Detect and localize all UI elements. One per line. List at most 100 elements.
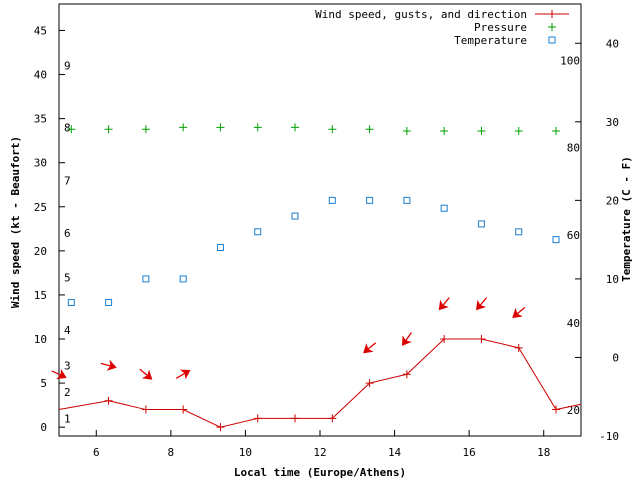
y2-axis-title: Temperature (C - F)	[620, 156, 633, 282]
temperature-point	[552, 236, 560, 244]
legend-label: Wind speed, gusts, and direction	[315, 8, 527, 21]
legend: Wind speed, gusts, and directionPressure…	[315, 8, 569, 47]
wind-arrow-shaft	[139, 368, 149, 377]
y-tick-label: 10	[34, 333, 47, 346]
wind-speed-point	[141, 405, 150, 414]
pressure-point	[552, 126, 561, 135]
y2-tick-label: -10	[599, 430, 619, 443]
y-tick-label: 40	[34, 69, 47, 82]
y2-tick-label: 20	[606, 194, 619, 207]
wind-arrow	[512, 306, 526, 319]
pressure-point	[104, 125, 113, 134]
wind-speed-point	[216, 423, 225, 432]
fahrenheit-label: 40	[567, 317, 580, 330]
temperature-point	[67, 298, 75, 306]
beaufort-label: 9	[64, 60, 71, 73]
right-axis-ticks: -10 0 10 20 30 40	[575, 37, 619, 443]
wind-arrow-head	[438, 299, 449, 311]
x-tick-label: 6	[93, 446, 100, 459]
temperature-point	[403, 196, 411, 204]
wind-arrow-head	[402, 335, 412, 346]
x-tick-label: 16	[463, 446, 476, 459]
wind-arrow-shaft	[51, 370, 62, 377]
left-axis-ticks: 0 5 10 15 20 25 30 35 40 45	[34, 24, 65, 434]
y-tick-label: 25	[34, 201, 47, 214]
wind-arrow	[100, 359, 117, 371]
wind-arrow-head	[476, 299, 487, 311]
series-pressure	[67, 123, 561, 135]
wind-speed-point	[477, 335, 486, 344]
y-tick-label: 20	[34, 245, 47, 258]
wind-arrow-head	[56, 368, 67, 380]
wind-arrow	[438, 297, 450, 311]
pressure-point	[440, 126, 449, 135]
temperature-point	[179, 275, 187, 283]
series-layer	[58, 123, 582, 432]
wind-speed-point	[440, 335, 449, 344]
temperature-point	[477, 220, 485, 228]
pressure-point	[291, 123, 300, 132]
temperature-point	[254, 228, 262, 236]
temperature-point	[105, 298, 113, 306]
series-wind-speed-gusts-and-direction	[58, 335, 582, 432]
temperature-point	[142, 275, 150, 283]
fahrenheit-label: 20	[567, 404, 580, 417]
x-tick-label: 10	[239, 446, 252, 459]
wind-arrow	[51, 368, 67, 380]
fahrenheit-label: 80	[567, 142, 580, 155]
wind-speed-point	[179, 405, 188, 414]
beaufort-label: 2	[64, 386, 71, 399]
wind-arrow-head	[363, 343, 374, 354]
wind-arrow-shaft	[441, 297, 450, 307]
y-tick-label: 30	[34, 157, 47, 170]
wind-speed-line	[58, 338, 582, 428]
x-tick-label: 18	[537, 446, 550, 459]
y-axis-title: Wind speed (kt - Beaufort)	[9, 136, 22, 308]
series-temperature	[67, 196, 560, 306]
legend-marker	[548, 10, 556, 18]
wind-arrow-head	[179, 369, 191, 380]
beaufort-label: 5	[64, 271, 71, 284]
temperature-point	[515, 228, 523, 236]
wind-arrow	[363, 342, 377, 354]
x-tick-label: 12	[313, 446, 326, 459]
fahrenheit-scale-labels: 20 40 60 80 100	[560, 55, 580, 418]
wind-arrow-shaft	[479, 297, 488, 307]
x-tick-label: 8	[168, 446, 175, 459]
x-axis-title: Local time (Europe/Athens)	[234, 466, 406, 479]
pressure-point	[216, 123, 225, 132]
wind-arrow-shaft	[175, 372, 187, 379]
beaufort-label: 6	[64, 227, 71, 240]
temperature-point	[440, 204, 448, 212]
pressure-point	[514, 126, 523, 135]
beaufort-label: 7	[64, 174, 71, 187]
wind-arrow-head	[106, 359, 117, 371]
y-tick-label: 0	[40, 421, 47, 434]
wind-speed-point	[552, 405, 561, 414]
temperature-point	[366, 196, 374, 204]
wind-speed-point	[253, 414, 262, 423]
plot-frame	[58, 3, 582, 437]
wind-speed-point	[365, 379, 374, 388]
y2-tick-label: 0	[612, 351, 619, 364]
wind-speed-point	[104, 396, 113, 405]
wind-speed-point	[291, 414, 300, 423]
wind-arrow-head	[141, 369, 153, 380]
legend-marker	[548, 23, 556, 31]
beaufort-label: 3	[64, 359, 71, 372]
pressure-point	[477, 126, 486, 135]
pressure-point	[402, 126, 411, 135]
temperature-point	[216, 243, 224, 251]
wind-direction-arrows	[51, 297, 526, 380]
legend-label: Pressure	[474, 21, 527, 34]
beaufort-scale-labels: 1 2 3 4 5 6 7 8 9	[64, 60, 71, 426]
wind-arrow-shaft	[366, 342, 377, 351]
wind-arrow-head	[512, 307, 523, 319]
wind-arrow	[402, 332, 412, 346]
x-tick-label: 14	[388, 446, 402, 459]
pressure-point	[179, 123, 188, 132]
pressure-point	[67, 125, 76, 134]
y-tick-label: 35	[34, 113, 47, 126]
plot-border	[58, 3, 582, 437]
